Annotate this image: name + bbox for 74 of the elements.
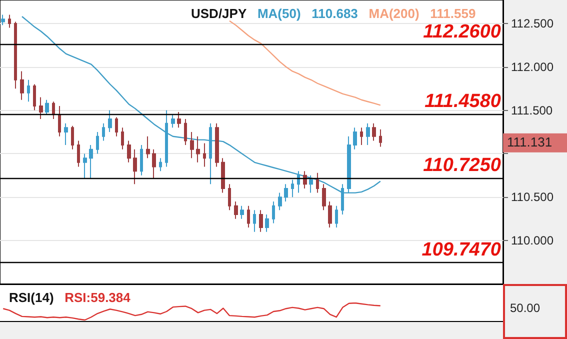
candlestick bbox=[221, 158, 225, 194]
candlestick bbox=[127, 140, 131, 163]
y-tick-label: 112.000 bbox=[511, 60, 554, 74]
text: MA(50) 110.683 bbox=[257, 6, 358, 21]
candlestick bbox=[379, 128, 382, 148]
text: MA(200) 111.559 bbox=[368, 6, 476, 21]
text: USD/JPY bbox=[191, 6, 247, 21]
candlestick bbox=[177, 112, 181, 128]
candlestick bbox=[366, 122, 370, 146]
candlestick bbox=[52, 101, 55, 120]
candlestick bbox=[96, 132, 99, 154]
candlestick bbox=[165, 110, 168, 168]
candlestick bbox=[335, 205, 338, 228]
candlestick bbox=[8, 14, 11, 28]
candlestick bbox=[322, 184, 326, 211]
candlestick bbox=[1, 14, 5, 26]
text: 111.131 bbox=[507, 134, 552, 150]
candlestick bbox=[20, 70, 24, 100]
annotation: RSI:59.384 bbox=[64, 290, 132, 305]
candlestick bbox=[253, 210, 256, 232]
candlestick bbox=[272, 200, 275, 224]
candlestick bbox=[39, 96, 43, 120]
candlestick bbox=[33, 84, 36, 111]
y-tick-label: 112.500 bbox=[511, 16, 554, 30]
candlestick bbox=[215, 122, 219, 168]
candlestick bbox=[360, 127, 363, 146]
candlestick bbox=[171, 114, 175, 128]
candlestick bbox=[64, 122, 68, 146]
candlestick bbox=[71, 125, 74, 150]
y-tick-label: 110.000 bbox=[511, 234, 554, 248]
candlestick bbox=[159, 158, 162, 172]
candlestick bbox=[278, 192, 282, 211]
candlestick bbox=[133, 148, 137, 185]
candlestick bbox=[259, 210, 263, 232]
candlestick bbox=[265, 214, 269, 232]
candlestick bbox=[14, 21, 17, 90]
candlestick bbox=[203, 142, 206, 168]
chart-title: RSI(14) bbox=[9, 290, 54, 305]
candlestick bbox=[152, 148, 156, 179]
candlestick bbox=[372, 122, 376, 142]
candlestick bbox=[291, 179, 294, 198]
candlestick bbox=[240, 205, 244, 220]
candlestick bbox=[234, 200, 238, 220]
candlestick bbox=[328, 200, 332, 228]
candlestick bbox=[353, 127, 357, 150]
candlestick bbox=[89, 144, 93, 179]
candlestick bbox=[108, 110, 112, 133]
candlestick bbox=[184, 118, 187, 146]
candlestick bbox=[146, 136, 150, 159]
candlestick bbox=[121, 127, 124, 150]
y-tick-label: 111.500 bbox=[511, 103, 553, 118]
candlestick bbox=[303, 170, 307, 189]
candlestick bbox=[247, 205, 250, 228]
ref-line-label: 110.7250 bbox=[423, 155, 502, 176]
candlestick bbox=[102, 122, 105, 142]
candlestick bbox=[316, 172, 319, 194]
candlestick bbox=[190, 132, 194, 159]
candlestick bbox=[209, 122, 212, 185]
candlestick bbox=[77, 140, 80, 168]
candlestick bbox=[27, 79, 30, 102]
y-tick-label: 110.500 bbox=[511, 190, 554, 204]
candlestick bbox=[58, 105, 61, 137]
candlestick bbox=[196, 136, 200, 163]
candlestick bbox=[115, 116, 118, 137]
candlestick bbox=[45, 99, 49, 116]
line-series bbox=[228, 20, 381, 106]
ref-line-label: 109.7470 bbox=[422, 239, 502, 260]
candlestick bbox=[83, 153, 87, 179]
candlestick bbox=[284, 184, 288, 202]
candlestick bbox=[228, 184, 231, 211]
candlestick bbox=[140, 144, 143, 176]
ref-line-label: 112.2600 bbox=[423, 21, 502, 42]
ref-line-label: 111.4580 bbox=[424, 90, 502, 112]
text: 50.00 bbox=[510, 301, 540, 315]
